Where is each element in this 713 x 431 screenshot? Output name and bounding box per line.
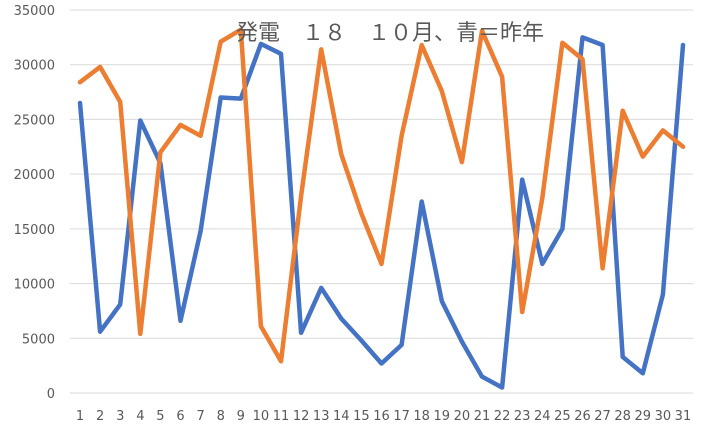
y-tick-label: 15000 bbox=[14, 223, 55, 238]
y-tick-label: 25000 bbox=[14, 113, 55, 128]
x-axis-ticks: 1 2 3 4 5 6 7 8 9 10 11 12 13 14 15 16 17 18 19 20 21 22 23 24 2… bbox=[76, 409, 691, 424]
x-tick-label: 7 bbox=[196, 409, 204, 424]
x-tick-label: 12 bbox=[293, 409, 310, 424]
x-tick-label: 3 bbox=[116, 409, 124, 424]
y-axis-ticks: 0 5000 10000 15000 20000 25000 30000 35000 bbox=[14, 4, 55, 402]
x-tick-label: 6 bbox=[176, 409, 184, 424]
x-tick-label: 24 bbox=[534, 409, 551, 424]
x-tick-label: 30 bbox=[655, 409, 672, 424]
x-tick-label: 13 bbox=[313, 409, 330, 424]
x-tick-label: 1 bbox=[76, 409, 84, 424]
x-tick-label: 2 bbox=[96, 409, 104, 424]
x-tick-label: 29 bbox=[634, 409, 651, 424]
x-tick-label: 18 bbox=[413, 409, 430, 424]
y-tick-label: 35000 bbox=[14, 4, 55, 19]
y-tick-label: 20000 bbox=[14, 168, 55, 183]
x-tick-label: 19 bbox=[434, 409, 451, 424]
series-lines bbox=[77, 27, 686, 390]
x-tick-label: 11 bbox=[273, 409, 290, 424]
x-tick-label: 22 bbox=[494, 409, 511, 424]
x-tick-label: 15 bbox=[353, 409, 370, 424]
x-tick-label: 27 bbox=[594, 409, 611, 424]
x-tick-label: 28 bbox=[614, 409, 631, 424]
x-tick-label: 20 bbox=[454, 409, 471, 424]
y-tick-label: 10000 bbox=[14, 278, 55, 293]
x-tick-label: 26 bbox=[574, 409, 591, 424]
x-tick-label: 10 bbox=[253, 409, 270, 424]
chart-title: 発電 １８ １０月、青＝昨年 bbox=[236, 21, 544, 46]
x-tick-label: 21 bbox=[474, 409, 491, 424]
x-tick-label: 17 bbox=[393, 409, 410, 424]
x-tick-label: 31 bbox=[675, 409, 692, 424]
x-tick-label: 9 bbox=[237, 409, 245, 424]
y-tick-label: 30000 bbox=[14, 59, 55, 74]
x-tick-label: 14 bbox=[333, 409, 350, 424]
x-tick-label: 23 bbox=[514, 409, 531, 424]
x-tick-label: 5 bbox=[156, 409, 164, 424]
x-tick-label: 4 bbox=[136, 409, 144, 424]
x-tick-label: 8 bbox=[217, 409, 225, 424]
y-tick-label: 5000 bbox=[22, 332, 55, 347]
series-line-2 bbox=[77, 27, 686, 364]
x-tick-label: 16 bbox=[373, 409, 390, 424]
y-tick-label: 0 bbox=[47, 387, 55, 402]
series-line-1 bbox=[77, 35, 686, 390]
x-tick-label: 25 bbox=[554, 409, 571, 424]
